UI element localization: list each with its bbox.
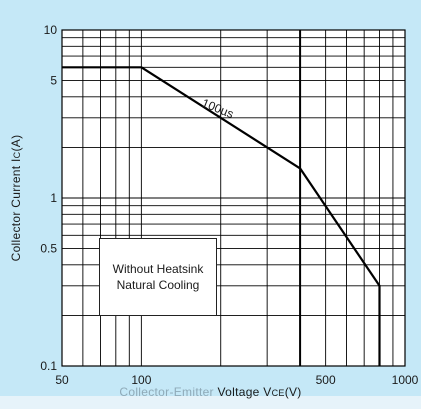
note-line-2: Natural Cooling (116, 278, 200, 292)
x-axis-label-main: Voltage V (217, 385, 272, 399)
y-tick-label: 1 (50, 191, 57, 205)
y-axis-label-unit: (A) (9, 135, 23, 152)
heatsink-note-box: Without Heatsink Natural Cooling (99, 238, 217, 316)
series-line (62, 66, 381, 366)
y-tick-label: 0.5 (40, 242, 57, 256)
y-tick-label: 0.1 (40, 359, 57, 373)
x-axis-label-unit: (V) (284, 385, 302, 399)
y-axis-label-main: Collector Current I (9, 158, 23, 261)
x-tick-labels: 50 100 500 1000 (55, 373, 418, 387)
series-group (62, 66, 381, 366)
x-tick-label: 500 (316, 373, 336, 387)
y-tick-label: 10 (44, 23, 58, 37)
y-tick-label: 5 (50, 74, 57, 88)
x-tick-label: 1000 (392, 373, 419, 387)
x-axis-label-sub: CE (271, 388, 285, 398)
y-axis-label-sub: C (12, 151, 22, 158)
note-line-1: Without Heatsink (112, 262, 204, 276)
y-axis-label: Collector Current IC(A) (9, 135, 23, 262)
x-tick-label: 50 (55, 373, 69, 387)
x-tick-label: 100 (131, 373, 151, 387)
x-axis-label: Collector-Emitter Voltage VCE(V) (0, 385, 421, 399)
footer-strip (0, 396, 421, 409)
x-axis-label-faded: Collector-Emitter (119, 385, 218, 399)
y-tick-labels: 0.1 0.5 1 5 10 (40, 23, 57, 373)
